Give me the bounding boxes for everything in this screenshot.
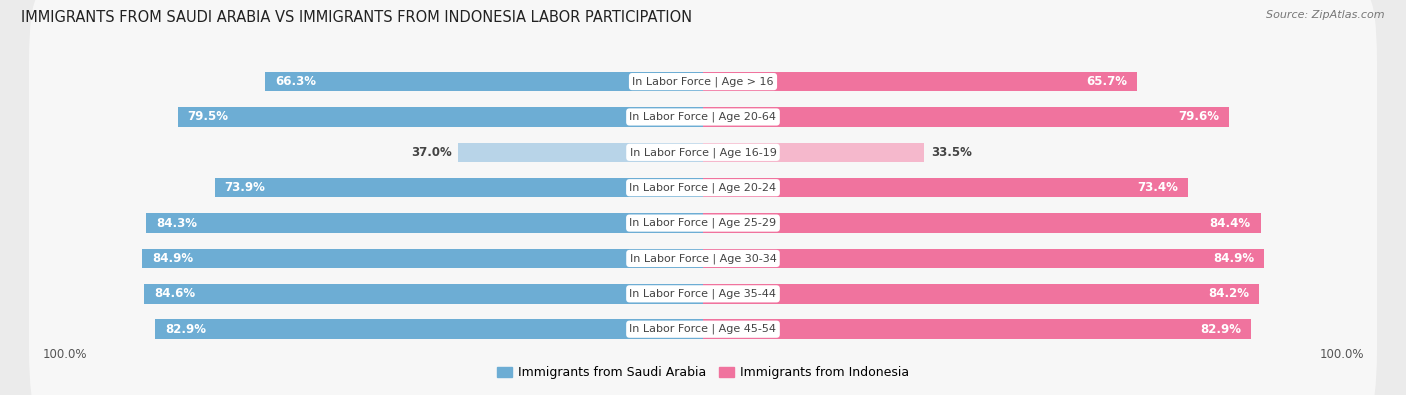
Text: In Labor Force | Age 16-19: In Labor Force | Age 16-19: [630, 147, 776, 158]
Text: In Labor Force | Age 20-64: In Labor Force | Age 20-64: [630, 112, 776, 122]
Bar: [143, 284, 703, 304]
Bar: [215, 178, 703, 198]
Bar: [703, 72, 1137, 91]
Text: 66.3%: 66.3%: [274, 75, 316, 88]
FancyBboxPatch shape: [30, 170, 1376, 347]
Text: 79.5%: 79.5%: [187, 111, 229, 124]
Text: 84.4%: 84.4%: [1209, 216, 1251, 229]
Text: In Labor Force | Age 45-54: In Labor Force | Age 45-54: [630, 324, 776, 335]
Bar: [703, 249, 1264, 268]
Text: 84.3%: 84.3%: [156, 216, 197, 229]
Bar: [703, 107, 1229, 127]
Bar: [146, 213, 703, 233]
Text: 84.9%: 84.9%: [152, 252, 193, 265]
FancyBboxPatch shape: [30, 0, 1376, 170]
Text: In Labor Force | Age > 16: In Labor Force | Age > 16: [633, 76, 773, 87]
Bar: [458, 143, 703, 162]
Text: Source: ZipAtlas.com: Source: ZipAtlas.com: [1267, 10, 1385, 20]
Text: In Labor Force | Age 25-29: In Labor Force | Age 25-29: [630, 218, 776, 228]
Text: 100.0%: 100.0%: [42, 348, 87, 361]
Text: 84.2%: 84.2%: [1209, 287, 1250, 300]
FancyBboxPatch shape: [30, 64, 1376, 241]
Bar: [703, 213, 1261, 233]
Text: IMMIGRANTS FROM SAUDI ARABIA VS IMMIGRANTS FROM INDONESIA LABOR PARTICIPATION: IMMIGRANTS FROM SAUDI ARABIA VS IMMIGRAN…: [21, 10, 692, 25]
Bar: [703, 178, 1188, 198]
Text: 73.9%: 73.9%: [225, 181, 266, 194]
Text: 73.4%: 73.4%: [1137, 181, 1178, 194]
Bar: [155, 320, 703, 339]
Bar: [703, 320, 1251, 339]
FancyBboxPatch shape: [30, 28, 1376, 205]
Legend: Immigrants from Saudi Arabia, Immigrants from Indonesia: Immigrants from Saudi Arabia, Immigrants…: [492, 361, 914, 384]
Text: In Labor Force | Age 20-24: In Labor Force | Age 20-24: [630, 182, 776, 193]
Bar: [142, 249, 703, 268]
Text: 37.0%: 37.0%: [411, 146, 451, 159]
Text: 82.9%: 82.9%: [1199, 323, 1241, 336]
Text: In Labor Force | Age 35-44: In Labor Force | Age 35-44: [630, 289, 776, 299]
Bar: [703, 143, 924, 162]
Bar: [177, 107, 703, 127]
Text: 100.0%: 100.0%: [1319, 348, 1364, 361]
Bar: [264, 72, 703, 91]
Text: 84.6%: 84.6%: [153, 287, 195, 300]
FancyBboxPatch shape: [30, 135, 1376, 312]
Text: 82.9%: 82.9%: [165, 323, 207, 336]
FancyBboxPatch shape: [30, 99, 1376, 276]
Bar: [703, 284, 1260, 304]
Text: 79.6%: 79.6%: [1178, 111, 1219, 124]
Text: In Labor Force | Age 30-34: In Labor Force | Age 30-34: [630, 253, 776, 264]
Text: 65.7%: 65.7%: [1087, 75, 1128, 88]
FancyBboxPatch shape: [30, 241, 1376, 395]
Text: 84.9%: 84.9%: [1213, 252, 1254, 265]
Text: 33.5%: 33.5%: [931, 146, 972, 159]
FancyBboxPatch shape: [30, 205, 1376, 382]
